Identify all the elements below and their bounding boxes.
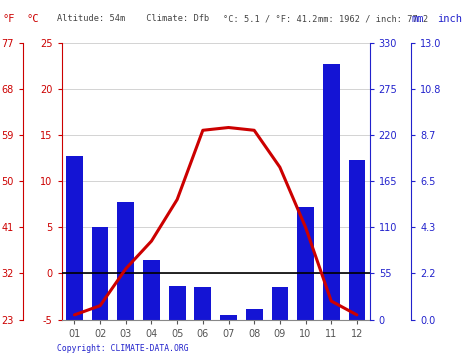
Bar: [92, 227, 109, 320]
Text: °C: °C: [26, 14, 38, 24]
Bar: [220, 315, 237, 320]
Text: °F: °F: [2, 14, 15, 24]
Text: Altitude: 54m    Climate: Dfb: Altitude: 54m Climate: Dfb: [57, 14, 209, 23]
Text: °C: 5.1 / °F: 41.2: °C: 5.1 / °F: 41.2: [223, 14, 317, 23]
Bar: [143, 260, 160, 320]
Text: mm: 1962 / inch: 77.2: mm: 1962 / inch: 77.2: [318, 14, 428, 23]
Bar: [246, 308, 263, 320]
Text: mm: mm: [411, 14, 424, 24]
Text: Copyright: CLIMATE-DATA.ORG: Copyright: CLIMATE-DATA.ORG: [57, 344, 189, 353]
Bar: [118, 202, 134, 320]
Text: inch: inch: [438, 14, 463, 24]
Bar: [194, 287, 211, 320]
Bar: [66, 156, 83, 320]
Bar: [169, 286, 185, 320]
Bar: [272, 287, 288, 320]
Bar: [297, 207, 314, 320]
Bar: [323, 64, 339, 320]
Bar: [348, 160, 365, 320]
